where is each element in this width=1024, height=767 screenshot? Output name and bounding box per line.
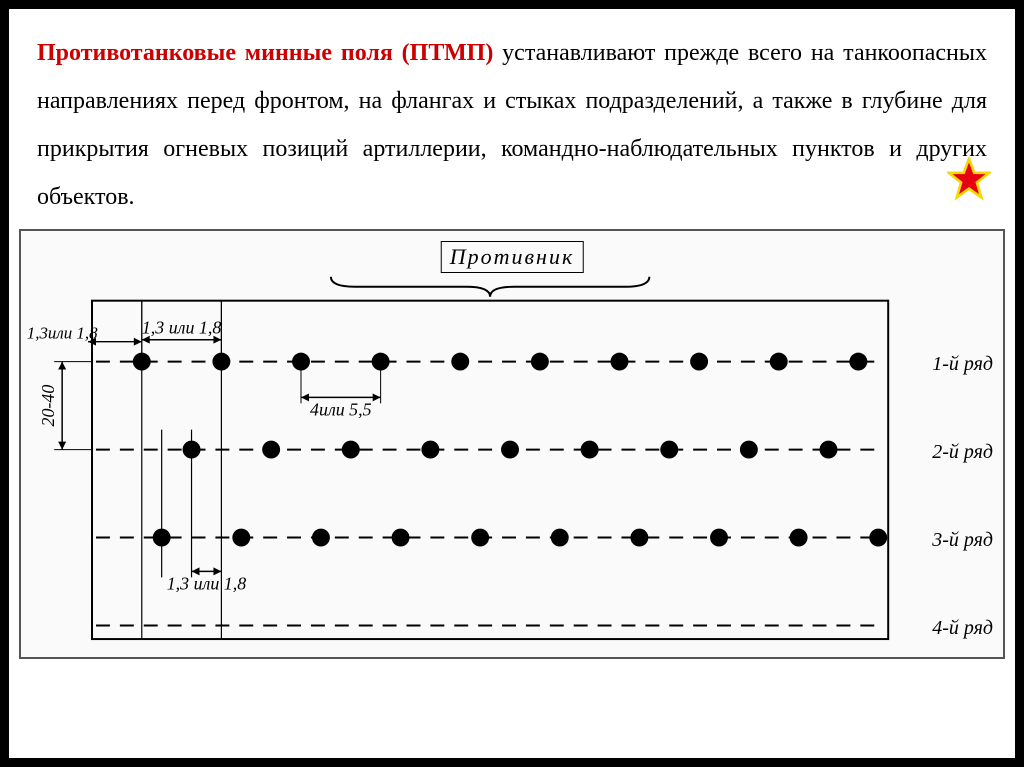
svg-text:4или 5,5: 4или 5,5 (310, 399, 372, 419)
row-label-1: 1-й ряд (932, 353, 993, 376)
row-label-3: 3-й ряд (932, 529, 993, 552)
svg-text:1,3или 1,8: 1,3или 1,8 (27, 324, 98, 343)
svg-text:20-40: 20-40 (38, 385, 58, 427)
row-label-2: 2-й ряд (932, 441, 993, 464)
minefield-diagram: Противник 1,3или 1,81,3 или 1,84или 5,51… (19, 229, 1005, 659)
star-icon (947, 157, 991, 201)
lead-term: Противотанковые минные поля (ПТМП) (37, 40, 493, 66)
enemy-label: Противник (441, 241, 584, 273)
svg-text:1,3 или 1,8: 1,3 или 1,8 (167, 573, 246, 593)
svg-text:1,3 или 1,8: 1,3 или 1,8 (142, 318, 221, 338)
description-paragraph: Противотанковые минные поля (ПТМП) устан… (9, 9, 1015, 229)
row-label-4: 4-й ряд (932, 617, 993, 640)
minefield-svg: 1,3или 1,8 1,3 или 1,8 4или 5,5 1,3 или 1,8… (25, 235, 999, 653)
